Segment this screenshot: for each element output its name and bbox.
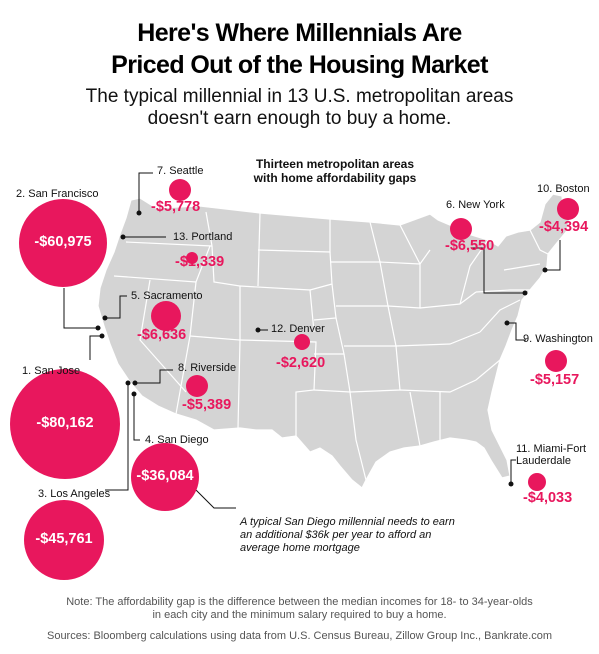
bubble-los-angeles [24, 500, 104, 580]
dot-seattle [136, 210, 142, 216]
label-riverside: 8. Riverside [178, 362, 237, 374]
bubble-denver [294, 334, 310, 350]
bubble-riverside [186, 375, 208, 397]
gap-denver: -$2,620 [276, 355, 326, 371]
gap-miami: -$4,033 [523, 490, 573, 506]
label-sacramento: 5. Sacramento [131, 290, 203, 302]
label-miami-line-2: Lauderdale [516, 455, 572, 467]
san-diego-annotation: A typical San Diego millennial needs to … [240, 516, 480, 555]
bubble-portland [186, 252, 198, 264]
us-land-shape [97, 193, 571, 489]
dot-denver [255, 327, 261, 333]
dot-sacramento [102, 315, 108, 321]
headline-line-1: Here's Where Millennials Are [137, 19, 462, 47]
gap-bubbles [10, 179, 579, 580]
dot-washington [504, 320, 510, 326]
gap-new-york: -$6,550 [445, 238, 495, 254]
label-seattle: 7. Seattle [157, 165, 204, 177]
headline-line-2: Priced Out of the Housing Market [111, 51, 488, 79]
gap-los-angeles: -$45,761 [35, 531, 93, 547]
gap-seattle: -$5,778 [151, 199, 201, 215]
label-new-york: 6. New York [446, 199, 505, 211]
label-los-angeles: 3. Los Angeles [38, 488, 111, 500]
state-borders [113, 211, 549, 481]
gap-boston: -$4,394 [539, 219, 589, 235]
footnote-line-1: Note: The affordability gap is the diffe… [66, 596, 533, 608]
label-portland: 13. Portland [173, 231, 233, 243]
gap-san-jose: -$80,162 [36, 415, 94, 431]
bubble-miami [528, 473, 546, 491]
gap-riverside: -$5,389 [182, 397, 232, 413]
bubble-sacramento [151, 301, 181, 331]
gap-portland: -$1,339 [175, 254, 225, 270]
map-title-line-2: with home affordability gaps [253, 171, 417, 185]
label-san-francisco: 2. San Francisco [16, 188, 99, 200]
subtitle-line-2: doesn't earn enough to buy a home. [147, 108, 452, 129]
dot-san-diego [131, 391, 137, 397]
gap-san-francisco: -$60,975 [34, 234, 92, 250]
subtitle-line-1: The typical millennial in 13 U.S. metrop… [85, 86, 514, 107]
bubble-san-diego [131, 443, 199, 511]
label-boston: 10. Boston [537, 183, 590, 195]
bubble-new-york [450, 218, 472, 240]
dot-san-francisco [95, 325, 101, 331]
source-line: Sources: Bloomberg calculations using da… [46, 630, 552, 642]
label-miami-line-1: 11. Miami-Fort [516, 443, 587, 455]
dot-new-york [522, 290, 528, 296]
label-miami: 11. Miami-Fort Lauderdale [516, 443, 586, 467]
label-san-diego: 4. San Diego [145, 434, 209, 446]
label-denver: 12. Denver [271, 323, 325, 335]
label-san-jose: 1. San Jose [22, 365, 81, 377]
dot-boston [542, 267, 548, 273]
annotation-line-2: an additional $36k per year to afford an [240, 529, 432, 541]
bubble-san-francisco [19, 199, 107, 287]
bubble-san-jose [10, 369, 120, 479]
footnote: Note: The affordability gap is the diffe… [0, 596, 599, 622]
dot-los-angeles [125, 380, 131, 386]
map-title: Thirteen metropolitan areas with home af… [250, 157, 420, 185]
bubble-seattle [169, 179, 191, 201]
footnote-line-2: in each city and the minimum salary requ… [152, 609, 447, 621]
bubble-washington [545, 350, 567, 372]
gap-washington: -$5,157 [530, 372, 580, 388]
dot-miami [508, 481, 514, 487]
dot-portland [120, 234, 126, 240]
label-washington: 9. Washington [523, 333, 593, 345]
dot-san-jose [99, 333, 105, 339]
dot-riverside [132, 380, 138, 386]
annotation-line-1: A typical San Diego millennial needs to … [240, 516, 455, 528]
leader-lines [63, 172, 561, 509]
annotation-line-3: average home mortgage [240, 542, 360, 554]
bubble-boston [557, 198, 579, 220]
map-title-line-1: Thirteen metropolitan areas [255, 157, 415, 171]
gap-sacramento: -$6,636 [137, 327, 187, 343]
city-dots [95, 210, 548, 487]
gap-san-diego: -$36,084 [136, 468, 194, 484]
